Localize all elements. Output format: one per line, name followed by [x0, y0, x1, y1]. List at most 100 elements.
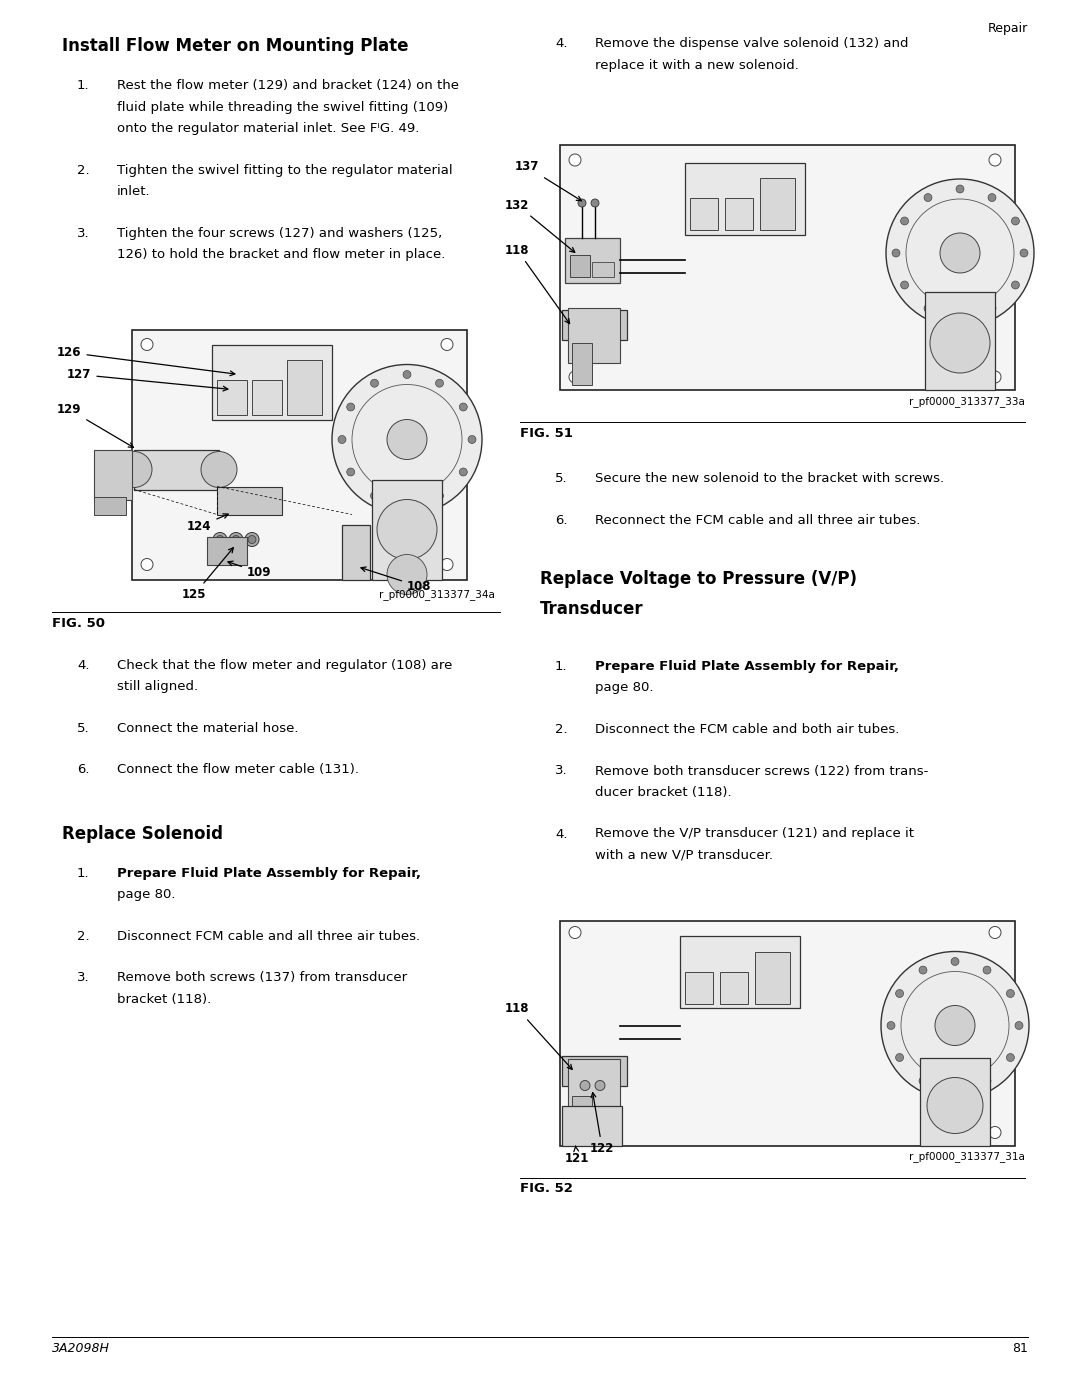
Bar: [568, 1059, 620, 1108]
Circle shape: [578, 198, 586, 207]
Text: Remove both screws (137) from transducer: Remove both screws (137) from transducer: [117, 971, 407, 983]
Text: Connect the material hose.: Connect the material hose.: [117, 721, 298, 735]
Text: Tighten the four screws (127) and washers (125,: Tighten the four screws (127) and washer…: [117, 226, 442, 239]
Text: page 80.: page 80.: [595, 682, 653, 694]
Bar: [690, 198, 718, 231]
Circle shape: [919, 967, 927, 974]
Circle shape: [901, 281, 908, 289]
Circle shape: [377, 500, 437, 560]
Bar: [252, 380, 282, 415]
Circle shape: [951, 1085, 959, 1094]
Circle shape: [459, 402, 468, 411]
Circle shape: [338, 436, 346, 443]
Text: 122: 122: [590, 1092, 615, 1155]
Text: 125: 125: [183, 548, 233, 601]
Circle shape: [370, 492, 378, 500]
Text: 129: 129: [57, 402, 134, 447]
Text: 5.: 5.: [555, 472, 568, 485]
Bar: [207, 536, 247, 564]
Text: inlet.: inlet.: [117, 184, 150, 198]
Circle shape: [459, 468, 468, 476]
Text: 127: 127: [67, 367, 228, 391]
Circle shape: [983, 967, 991, 974]
Bar: [134, 450, 219, 489]
Circle shape: [983, 1077, 991, 1085]
Text: Tighten the swivel fitting to the regulator material: Tighten the swivel fitting to the regula…: [117, 163, 453, 176]
Text: 2.: 2.: [77, 163, 90, 176]
Text: 3A2098H: 3A2098H: [52, 1343, 110, 1355]
Circle shape: [591, 198, 599, 207]
Circle shape: [332, 365, 482, 514]
Bar: [572, 1095, 592, 1140]
Text: 124: 124: [187, 514, 228, 534]
Text: Disconnect FCM cable and all three air tubes.: Disconnect FCM cable and all three air t…: [117, 929, 420, 943]
Bar: [562, 1056, 627, 1085]
Circle shape: [232, 535, 240, 543]
Circle shape: [956, 313, 964, 321]
Text: 132: 132: [505, 198, 575, 253]
Text: 137: 137: [515, 161, 581, 201]
Bar: [760, 177, 795, 231]
Circle shape: [1012, 217, 1020, 225]
Bar: [570, 256, 590, 277]
Text: 4.: 4.: [555, 36, 567, 50]
Circle shape: [569, 372, 581, 383]
Circle shape: [468, 436, 476, 443]
Circle shape: [1015, 1021, 1023, 1030]
Circle shape: [927, 1077, 983, 1133]
Circle shape: [1007, 989, 1014, 997]
Bar: [287, 359, 322, 415]
Text: Install Flow Meter on Mounting Plate: Install Flow Meter on Mounting Plate: [62, 36, 408, 54]
Bar: [342, 524, 370, 580]
Text: 6.: 6.: [555, 514, 567, 527]
Text: 3.: 3.: [555, 764, 568, 778]
Bar: [720, 971, 748, 1003]
Circle shape: [988, 305, 996, 313]
Text: 126) to hold the bracket and flow meter in place.: 126) to hold the bracket and flow meter …: [117, 249, 445, 261]
Circle shape: [1020, 249, 1028, 257]
Text: Disconnect the FCM cable and both air tubes.: Disconnect the FCM cable and both air tu…: [595, 724, 900, 736]
Text: 118: 118: [505, 243, 569, 324]
Circle shape: [940, 233, 980, 272]
Text: FIG. 50: FIG. 50: [52, 616, 105, 630]
Circle shape: [895, 1053, 904, 1062]
Circle shape: [229, 532, 243, 546]
Bar: [94, 496, 126, 514]
Circle shape: [988, 194, 996, 201]
Circle shape: [956, 184, 964, 193]
Circle shape: [435, 492, 444, 500]
Text: 1.: 1.: [555, 659, 568, 673]
Bar: [561, 921, 1015, 1146]
Circle shape: [569, 926, 581, 939]
Circle shape: [387, 555, 427, 595]
Text: onto the regulator material inlet. See FᴵG. 49.: onto the regulator material inlet. See F…: [117, 122, 419, 136]
Text: FIG. 51: FIG. 51: [519, 427, 572, 440]
Circle shape: [245, 532, 259, 546]
Circle shape: [1007, 1053, 1014, 1062]
Text: 4.: 4.: [77, 658, 90, 672]
Bar: [565, 237, 620, 284]
Circle shape: [370, 379, 378, 387]
Text: Prepare Fluid Plate Assembly for Repair,: Prepare Fluid Plate Assembly for Repair,: [595, 659, 899, 673]
Text: page 80.: page 80.: [117, 888, 175, 901]
Text: Remove the dispense valve solenoid (132) and: Remove the dispense valve solenoid (132)…: [595, 36, 908, 50]
Circle shape: [887, 1021, 895, 1030]
Circle shape: [989, 1126, 1001, 1139]
Bar: [685, 971, 713, 1003]
Text: replace it with a new solenoid.: replace it with a new solenoid.: [595, 59, 799, 71]
Text: with a new V/P transducer.: with a new V/P transducer.: [595, 849, 773, 862]
Text: r_pf0000_313377_33a: r_pf0000_313377_33a: [909, 397, 1025, 407]
Text: bracket (118).: bracket (118).: [117, 992, 212, 1006]
Circle shape: [580, 1080, 590, 1091]
Text: Replace Solenoid: Replace Solenoid: [62, 824, 222, 842]
Text: ducer bracket (118).: ducer bracket (118).: [595, 787, 731, 799]
Bar: [568, 307, 620, 363]
Bar: [561, 145, 1015, 390]
Circle shape: [924, 305, 932, 313]
Circle shape: [201, 451, 237, 488]
Circle shape: [141, 559, 153, 570]
Text: 1.: 1.: [77, 80, 90, 92]
Text: Check that the flow meter and regulator (108) are: Check that the flow meter and regulator …: [117, 658, 453, 672]
Bar: [725, 198, 753, 231]
Bar: [217, 380, 247, 415]
